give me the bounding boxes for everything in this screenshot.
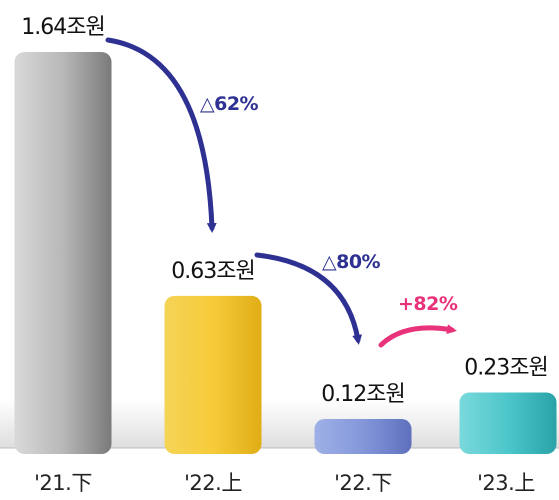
- value-label-2: 0.63조원: [171, 259, 254, 284]
- value-label-4: 0.23조원: [464, 355, 547, 380]
- category-label-1: '21.下: [34, 471, 92, 495]
- change-label-1: △62%: [200, 93, 259, 115]
- category-label-3: '22.下: [334, 471, 392, 495]
- category-label-4: '23.上: [477, 471, 535, 495]
- category-label-2: '22.上: [184, 471, 242, 495]
- bar-1: [14, 52, 112, 454]
- change-arrow-1: [105, 37, 217, 233]
- change-label-2: △80%: [322, 251, 381, 273]
- bar-4: [459, 392, 557, 454]
- value-label-1: 1.64조원: [21, 15, 104, 40]
- bar-3: [314, 419, 412, 454]
- change-arrow-2: [254, 252, 363, 345]
- bar-2: [164, 295, 262, 454]
- change-label-3: +82%: [398, 293, 458, 315]
- change-arrow-3: [378, 324, 457, 348]
- value-label-3: 0.12조원: [321, 382, 404, 407]
